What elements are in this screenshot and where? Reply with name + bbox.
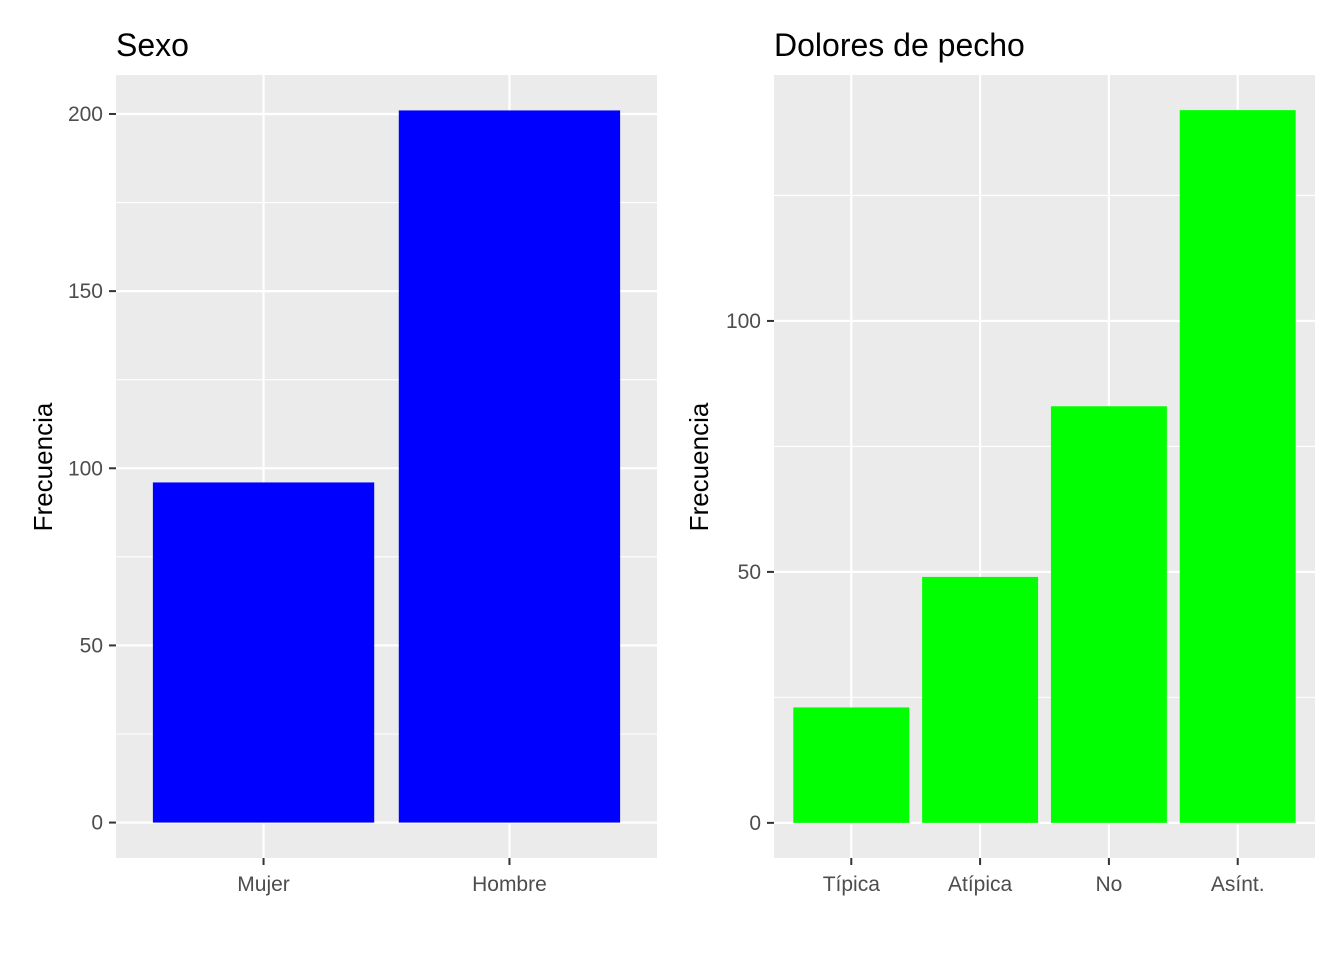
plot-panel: 0 50 100 Típica Atípica No Asínt. bbox=[726, 75, 1315, 896]
y-tick-label: 100 bbox=[726, 310, 761, 333]
x-tick-label: No bbox=[1095, 873, 1122, 896]
x-tick-label: Atípica bbox=[948, 873, 1013, 896]
x-tick-label: Asínt. bbox=[1211, 873, 1265, 896]
y-tick-label: 50 bbox=[80, 634, 103, 657]
chart-title: Sexo bbox=[116, 27, 189, 63]
bar-asínt bbox=[1179, 110, 1296, 823]
y-tick-label: 100 bbox=[68, 457, 103, 480]
chart-sexo: Sexo Frecuencia 0 50 100 150 200 Mujer Hombre bbox=[28, 27, 657, 896]
plot-panel: 0 50 100 150 200 Mujer Hombre bbox=[68, 75, 657, 896]
x-tick-label: Típica bbox=[823, 873, 881, 896]
bar-hombre bbox=[398, 110, 621, 823]
bar-no bbox=[1050, 406, 1167, 823]
bar-típica bbox=[793, 707, 910, 823]
y-tick-label: 50 bbox=[738, 561, 761, 584]
y-tick-label: 200 bbox=[68, 103, 103, 126]
chart-title: Dolores de pecho bbox=[774, 27, 1025, 63]
y-tick-label: 150 bbox=[68, 280, 103, 303]
bar-mujer bbox=[152, 482, 375, 823]
x-tick-label: Hombre bbox=[472, 873, 547, 896]
y-tick-label: 0 bbox=[91, 812, 103, 835]
y-axis-label: Frecuencia bbox=[684, 402, 714, 531]
y-tick-label: 0 bbox=[749, 812, 761, 835]
chart-dolores-de-pecho: Dolores de pecho Frecuencia 0 50 100 Típica… bbox=[684, 27, 1315, 896]
x-tick-label: Mujer bbox=[237, 873, 290, 896]
bar-atípica bbox=[922, 576, 1039, 823]
y-axis-label: Frecuencia bbox=[28, 402, 58, 531]
